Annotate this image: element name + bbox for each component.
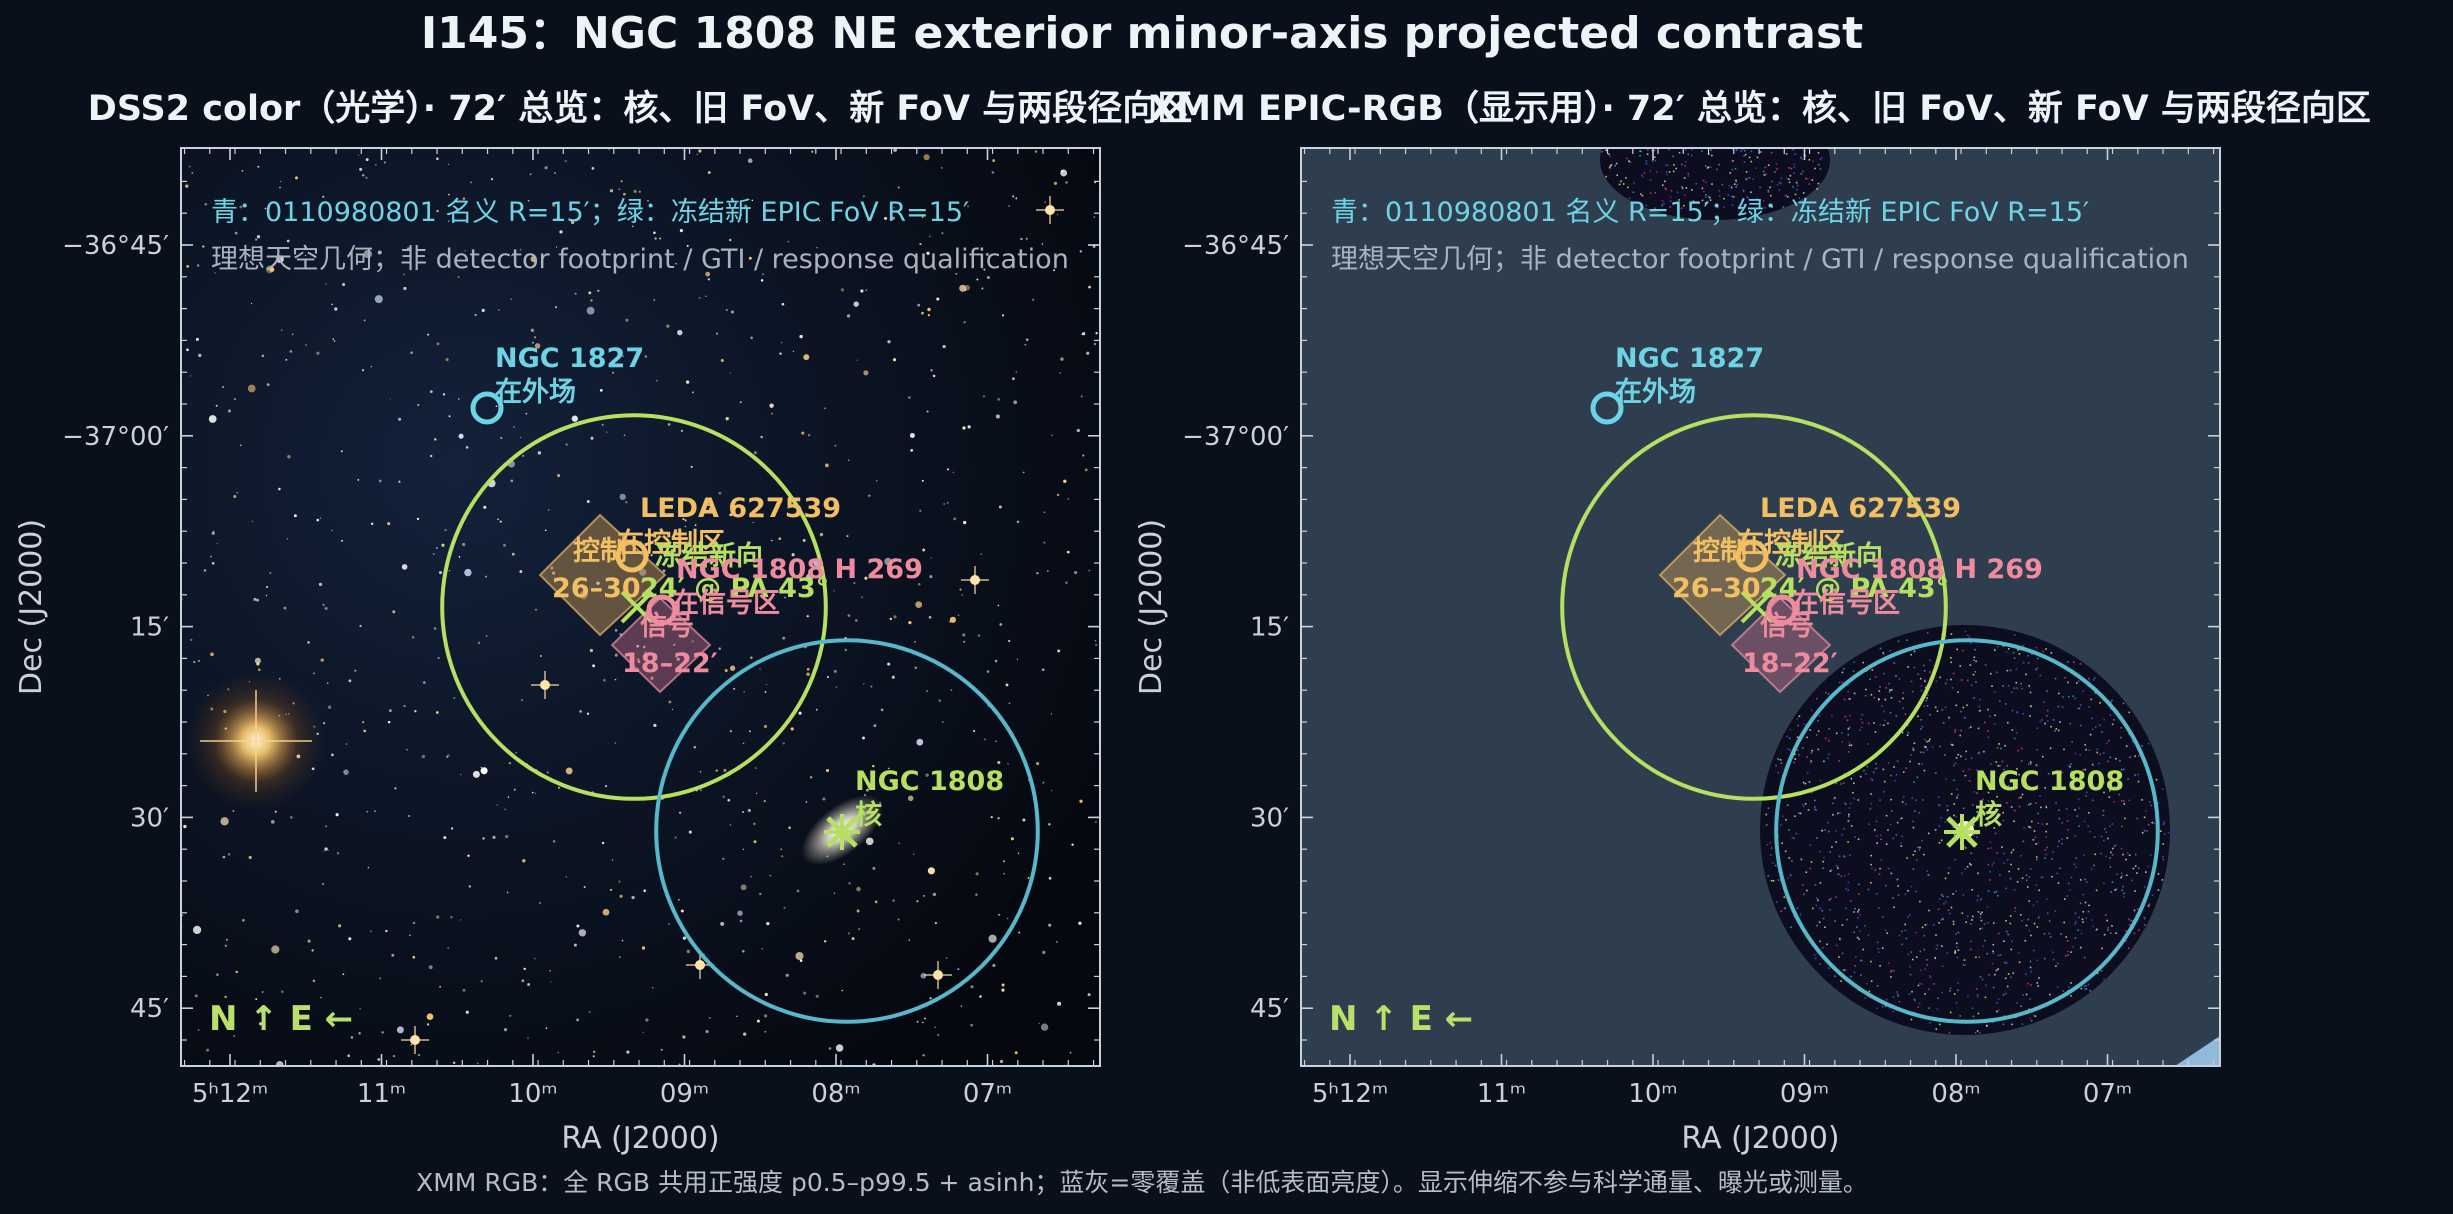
ngc1808h-sub-label: 在信号区 [672, 588, 780, 619]
legend-line-2: 理想天空几何；非 detector footprint / GTI / resp… [211, 244, 1069, 275]
control-zone-label: 控制 [573, 536, 627, 567]
ngc1808h-label: NGC 1808 H 269 [676, 554, 923, 585]
frozen-direction-label: 冻结新向 [655, 540, 763, 572]
ngc1827-label: NGC 1827 [1615, 343, 1764, 374]
control-zone-label: 控制 [1693, 536, 1747, 567]
old-fov-circle [1774, 638, 2160, 1024]
dec-tick-label: −37°00′ [1182, 422, 1289, 452]
leda-label: LEDA 627539 [640, 493, 841, 524]
panel1 [180, 147, 1101, 1067]
ra-tick-label: 11ᵐ [1477, 1079, 1526, 1109]
dec-tick-label: −36°45′ [1182, 231, 1289, 261]
figure-title: I145：NGC 1808 NE exterior minor-axis pro… [421, 8, 1863, 59]
ngc1808-sub-label: 核 [855, 799, 882, 831]
ngc1827-sub-label: 在外场 [1615, 377, 1696, 408]
compass-label: N ↑ E ← [209, 999, 353, 1039]
signal-range-label: 18–22′ [1742, 648, 1838, 679]
ngc1808-sub-label: 核 [1975, 799, 2002, 831]
panel1-frame [180, 147, 1101, 1067]
dec-tick-label: 15′ [1250, 613, 1289, 643]
x-axis-label: RA (J2000) [1681, 1121, 1839, 1156]
panel1-starfield [181, 148, 1100, 1066]
frozen-direction-label: 冻结新向 [1775, 540, 1883, 572]
ngc1808h-sub-label: 在信号区 [1792, 588, 1900, 619]
panel1-optical-background [181, 148, 1100, 1066]
dec-tick-label: 30′ [1250, 803, 1289, 833]
ngc1808h-label: NGC 1808 H 269 [1796, 554, 2043, 585]
signal-zone-region [1730, 596, 1832, 694]
legend-line-1: 青：0110980801 名义 R=15′；绿：冻结新 EPIC FoV R=1… [211, 197, 969, 228]
legend-line-2: 理想天空几何；非 detector footprint / GTI / resp… [1331, 244, 2189, 275]
leda-sub-label: 在控制区 [617, 528, 725, 559]
ra-tick-label: 5ʰ12ᵐ [1312, 1079, 1388, 1109]
ra-tick-label: 5ʰ12ᵐ [192, 1079, 268, 1109]
signal-zone-label: 信号 [1760, 611, 1814, 642]
ra-tick-label: 10ᵐ [1628, 1079, 1677, 1109]
leda-marker [615, 539, 649, 573]
panel2-overlays: 青：0110980801 名义 R=15′；绿：冻结新 EPIC FoV R=1… [1329, 197, 2189, 1039]
signal-range-label: 18–22′ [622, 648, 718, 679]
dec-tick-label: −36°45′ [62, 231, 169, 261]
figure-footnote: XMM RGB：全 RGB 共用正强度 p0.5–p99.5 + asinh；蓝… [416, 1168, 1868, 1197]
control-zone-region [1658, 513, 1787, 637]
ngc1827-sub-label: 在外场 [495, 377, 576, 408]
ngc1827-marker [470, 391, 504, 425]
ngc1808h-marker [1766, 594, 1798, 626]
new-fov-circle [1560, 413, 1948, 801]
dec-tick-label: 45′ [1250, 994, 1289, 1024]
panel1-overlays: 青：0110980801 名义 R=15′；绿：冻结新 EPIC FoV R=1… [209, 197, 1069, 1039]
ra-tick-label: 08ᵐ [811, 1079, 860, 1109]
leda-marker [1735, 539, 1769, 573]
dec-tick-label: 15′ [130, 613, 169, 643]
compass-label: N ↑ E ← [1329, 999, 1473, 1039]
ra-tick-label: 07ᵐ [963, 1079, 1012, 1109]
xmm-coverage-top-patch [1600, 148, 1830, 220]
leda-sub-label: 在控制区 [1737, 528, 1845, 559]
ngc1808h-marker [646, 594, 678, 626]
signal-zone-region [610, 596, 712, 694]
ra-tick-label: 09ᵐ [660, 1079, 709, 1109]
panel2-frame [1300, 147, 2221, 1067]
legend-line-1: 青：0110980801 名义 R=15′；绿：冻结新 EPIC FoV R=1… [1331, 197, 2089, 228]
ngc1808-label: NGC 1808 [855, 766, 1004, 797]
ngc1827-label: NGC 1827 [495, 343, 644, 374]
panel2-title: XMM EPIC-RGB（显示用）· 72′ 总览：核、旧 FoV、新 FoV … [1149, 88, 2371, 129]
panel2-xmm-events [1601, 148, 2170, 1034]
dec-tick-label: −37°00′ [62, 422, 169, 452]
old-fov-circle [654, 638, 1040, 1024]
control-range-label: 26–30′ [552, 573, 648, 604]
y-axis-label: Dec (J2000) [1134, 519, 1169, 695]
signal-zone-label: 信号 [640, 611, 694, 642]
ra-tick-label: 09ᵐ [1780, 1079, 1829, 1109]
ngc1808-label: NGC 1808 [1975, 766, 2124, 797]
control-zone-region [538, 513, 667, 637]
ra-tick-label: 11ᵐ [357, 1079, 406, 1109]
leda-label: LEDA 627539 [1760, 493, 1961, 524]
x-axis-label: RA (J2000) [561, 1121, 719, 1156]
ra-tick-label: 10ᵐ [508, 1079, 557, 1109]
control-range-label: 26–30′ [1672, 573, 1768, 604]
new-fov-circle [440, 413, 828, 801]
ra-tick-label: 08ᵐ [1931, 1079, 1980, 1109]
dec-tick-label: 30′ [130, 803, 169, 833]
ra-tick-label: 07ᵐ [2083, 1079, 2132, 1109]
dec-tick-label: 45′ [130, 994, 169, 1024]
ngc1827-marker [1590, 391, 1624, 425]
panel2 [1300, 147, 2221, 1067]
y-axis-label: Dec (J2000) [14, 519, 49, 695]
panel1-title: DSS2 color（光学）· 72′ 总览：核、旧 FoV、新 FoV 与两段… [88, 88, 1192, 129]
